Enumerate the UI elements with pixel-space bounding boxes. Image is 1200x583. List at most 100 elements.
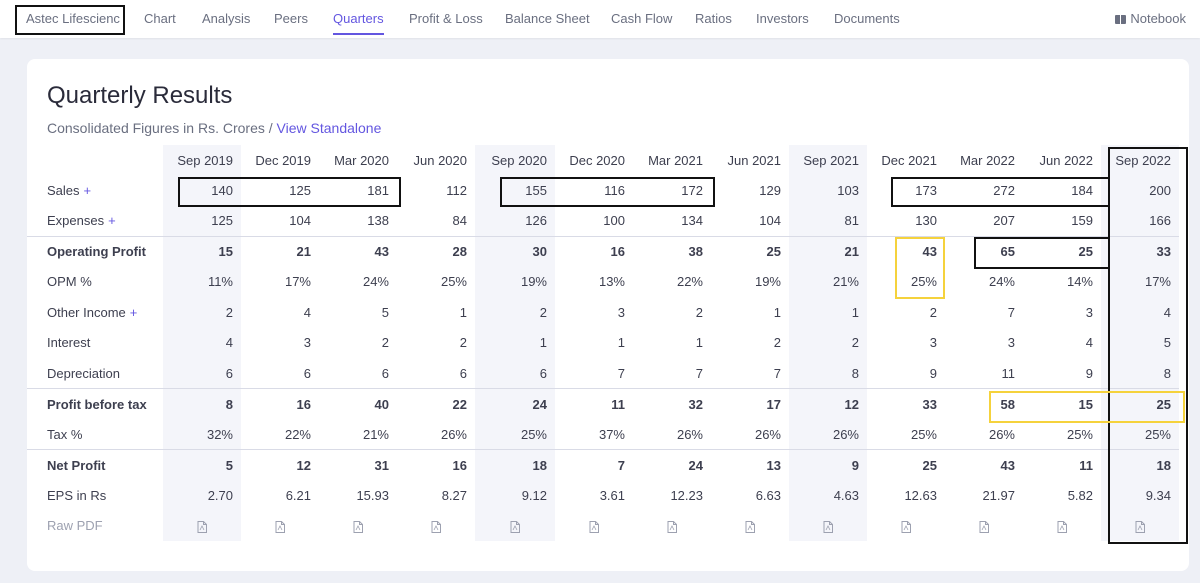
table-cell: 43 [319,235,397,267]
pdf-file-icon [745,520,755,533]
table-cell: 207 [993,213,1015,228]
table-row-interest: Interest 4 3 2 2 1 1 1 2 2 3 3 4 5 [27,327,1179,359]
company-name[interactable]: Astec Lifescienc [26,11,120,26]
table-cell: 21.97 [982,487,1015,503]
table-cell: 2 [773,335,781,351]
expand-plus-icon[interactable]: + [108,213,116,228]
pdf-link[interactable] [475,510,555,541]
nav-profit-loss[interactable]: Profit & Loss [409,11,483,26]
pdf-link[interactable] [555,511,633,542]
table-row-net-profit: Net Profit 5 12 31 16 18 7 24 13 9 25 43 11 18 [27,449,1179,480]
pdf-link[interactable] [789,510,867,541]
table-cell: 15 [163,235,241,267]
row-label-text: Other Income [47,304,126,320]
table-row-expenses: Expenses +125 104 138 84 126 100 134 104 81 130 207… [27,205,1179,237]
table-cell: 5 [163,449,241,480]
column-header: Sep 2019 [163,145,241,175]
pdf-link[interactable] [241,511,319,542]
quarterly-results-table: Sep 2019 Dec 2019 Mar 2020 Jun 2020 Sep … [27,145,1179,541]
table-cell: 22% [676,274,703,290]
table-cell: 25% [440,274,467,290]
column-header: Mar 2022 [960,152,1015,168]
nav-documents[interactable]: Documents [834,11,900,26]
nav-investors[interactable]: Investors [756,11,809,26]
view-standalone-link[interactable]: View Standalone [276,120,382,136]
nav-peers[interactable]: Peers [274,11,308,26]
expand-plus-icon[interactable]: + [83,182,92,198]
column-header: Dec 2021 [881,152,937,168]
table-header-row: Sep 2019 Dec 2019 Mar 2020 Jun 2020 Sep … [27,145,1179,175]
table-cell: 22% [284,426,311,442]
row-label[interactable]: Other Income + [27,297,163,328]
table-cell: 25% [475,419,555,450]
book-icon [1115,15,1127,24]
table-row-other-income: Other Income +2 4 5 1 2 3 2 1 1 2 7 3 4 [27,297,1179,328]
table-cell: 32% [163,419,241,450]
pdf-file-icon [197,520,207,533]
table-cell: 25% [910,426,937,442]
nav-ratios[interactable]: Ratios [695,11,732,26]
table-cell: 24% [362,274,389,290]
table-cell: 1 [789,297,867,328]
table-cell: 4.63 [789,480,867,511]
notebook-link[interactable]: Notebook [1115,0,1186,38]
table-cell: 103 [789,175,867,206]
nav-balance-sheet[interactable]: Balance Sheet [505,11,590,26]
pdf-link[interactable] [633,511,711,542]
table-cell: 26% [440,426,467,442]
table-cell: 9.34 [1101,480,1179,511]
table-row-opm-pct: OPM % 11% 17% 24% 25% 19% 13% 22% 19% 21% 25% 24% 14… [27,266,1179,297]
pdf-file-icon [979,520,989,533]
pdf-link[interactable] [1023,511,1101,542]
pdf-file-icon [667,520,677,533]
table-cell: 4 [303,304,311,320]
table-cell: 17 [711,388,789,419]
table-cell: 11 [1001,365,1016,381]
table-cell: 11% [163,266,241,297]
table-cell: 3 [929,335,937,351]
nav-quarters[interactable]: Quarters [333,0,384,38]
row-label: Raw PDF [47,518,103,534]
subtitle-text: Consolidated Figures in Rs. Crores / [47,120,273,136]
expand-plus-icon[interactable]: + [129,304,138,320]
pdf-link[interactable] [945,511,1023,542]
column-header: Jun 2021 [727,152,782,168]
table-cell: 166 [1101,205,1179,236]
table-cell: 14% [1066,274,1093,290]
table-row-eps-in-rs: EPS in Rs 2.70 6.21 15.93 8.27 9.12 3.61 12.23 6… [27,480,1179,511]
table-cell: 13% [598,274,625,290]
pdf-link[interactable] [1101,510,1179,541]
pdf-link[interactable] [319,511,397,542]
pdf-link[interactable] [711,511,789,542]
table-cell: 26% [676,426,703,442]
table-cell: 4 [1085,335,1093,351]
nav-cash-flow[interactable]: Cash Flow [611,11,673,26]
table-cell: 25% [1066,426,1093,442]
table-cell: 6 [475,358,555,389]
table-cell: 65 [945,235,1023,267]
table-cell: 19% [475,266,555,297]
table-cell: 30 [475,235,555,267]
table-cell: 104 [759,213,781,228]
nav-chart[interactable]: Chart [144,11,176,26]
row-label: EPS in Rs [27,480,163,511]
pdf-link[interactable] [397,511,475,542]
table-row-tax-pct: Tax % 32% 22% 21% 26% 25% 37% 26% 26% 26% 25% 26% 25… [27,419,1179,450]
table-cell: 25 [1023,235,1101,267]
notebook-label: Notebook [1130,11,1186,26]
row-label: Interest [27,328,163,359]
table-cell: 18 [475,449,555,480]
row-label[interactable]: Expenses + [27,206,163,237]
pdf-file-icon [431,520,441,533]
table-cell: 15 [1023,388,1101,419]
row-label[interactable]: Sales + [27,175,163,206]
table-cell: 6 [459,365,467,381]
table-row-profit-before-tax: Profit before tax 8 16 40 22 24 11 32 17 12 33 58 15… [27,388,1179,419]
table-cell: 16 [555,235,633,267]
pdf-link[interactable] [867,511,945,542]
table-cell: 181 [367,182,389,198]
pdf-link[interactable] [163,510,241,541]
nav-analysis[interactable]: Analysis [202,11,251,26]
table-cell: 172 [681,182,703,198]
table-cell: 130 [915,213,937,228]
